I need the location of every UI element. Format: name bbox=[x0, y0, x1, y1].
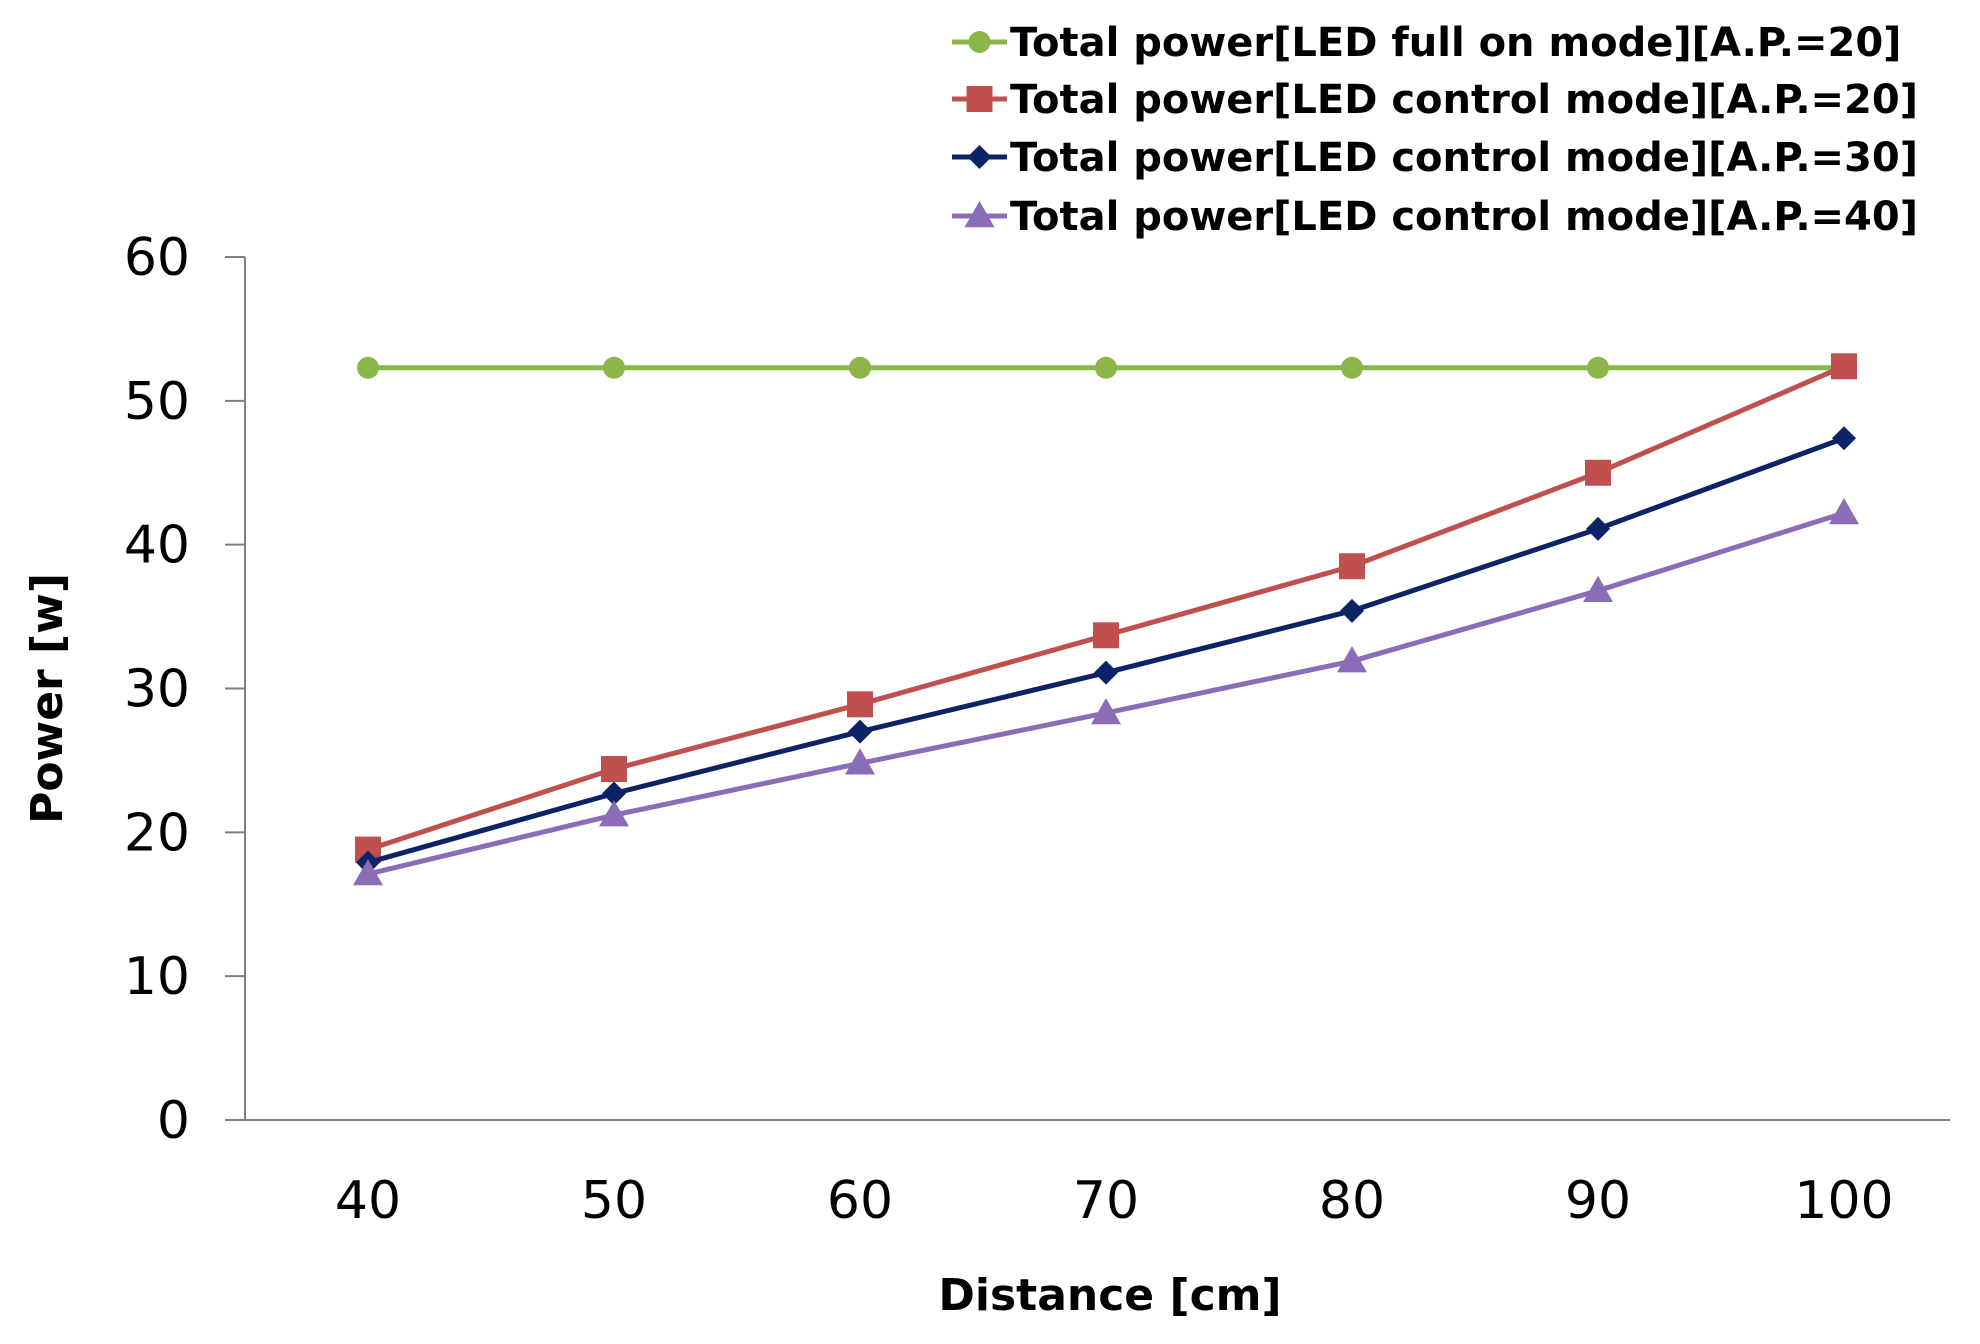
series-3 bbox=[356, 426, 1856, 875]
data-point bbox=[1829, 498, 1859, 525]
legend-label: Total power[LED control mode][A.P.=20] bbox=[1010, 77, 1918, 123]
data-point bbox=[847, 691, 873, 718]
data-point bbox=[1095, 356, 1117, 379]
legend: Total power[LED full on mode][A.P.=20] To… bbox=[952, 20, 1918, 240]
x-tick-label: 70 bbox=[1073, 1171, 1139, 1231]
y-tick-label: 0 bbox=[157, 1091, 190, 1151]
x-axis-title: Distance [cm] bbox=[938, 1270, 1281, 1321]
data-point bbox=[1585, 459, 1611, 486]
y-tick-label: 60 bbox=[124, 228, 190, 288]
x-tick-label: 90 bbox=[1565, 1171, 1631, 1231]
y-tick-label: 30 bbox=[124, 660, 190, 720]
data-point bbox=[353, 859, 383, 886]
y-tick-label: 10 bbox=[124, 947, 190, 1007]
legend-marker bbox=[968, 31, 991, 53]
data-point bbox=[599, 800, 629, 827]
data-point bbox=[1340, 598, 1364, 623]
data-point bbox=[848, 719, 872, 744]
x-tick-label: 80 bbox=[1319, 1171, 1385, 1231]
data-point bbox=[1337, 646, 1367, 673]
data-point bbox=[1091, 697, 1121, 725]
legend-marker bbox=[966, 86, 993, 112]
x-tick-label: 40 bbox=[335, 1171, 401, 1231]
legend-label: Total power[LED control mode][A.P.=30] bbox=[1010, 135, 1918, 181]
series-line bbox=[367, 435, 1845, 865]
series-line bbox=[367, 510, 1845, 877]
legend-item: Total power[LED control mode][A.P.=20] bbox=[952, 77, 1918, 123]
x-tick-label: 50 bbox=[581, 1171, 647, 1231]
data-point bbox=[1832, 426, 1856, 451]
legend-label: Total power[LED full on mode][A.P.=20] bbox=[1010, 20, 1901, 66]
data-point bbox=[601, 756, 627, 783]
legend-item: Total power[LED control mode][A.P.=30] bbox=[952, 135, 1918, 181]
data-point bbox=[1583, 575, 1613, 602]
legend-item: Total power[LED full on mode][A.P.=20] bbox=[952, 20, 1901, 66]
series-1 bbox=[357, 356, 1855, 379]
data-point bbox=[1586, 516, 1610, 541]
data-point bbox=[1831, 353, 1857, 380]
data-point bbox=[1339, 553, 1365, 580]
data-point bbox=[357, 356, 379, 379]
series-4 bbox=[353, 498, 1859, 886]
x-tick-label: 100 bbox=[1794, 1171, 1893, 1231]
data-point bbox=[603, 356, 625, 379]
x-tick-label: 60 bbox=[827, 1171, 893, 1231]
series-2 bbox=[355, 353, 1857, 863]
tick-labels: 0 10 20 30 40 50 60 40 50 60 70 80 90 100 bbox=[124, 228, 1894, 1231]
legend-marker bbox=[967, 145, 992, 169]
y-tick-label: 50 bbox=[124, 372, 190, 432]
data-point bbox=[1094, 660, 1118, 685]
data-point bbox=[1341, 356, 1363, 379]
legend-label: Total power[LED control mode][A.P.=40] bbox=[1010, 194, 1918, 240]
legend-item: Total power[LED control mode][A.P.=40] bbox=[952, 194, 1918, 240]
y-tick-label: 40 bbox=[124, 516, 190, 576]
data-point bbox=[849, 356, 871, 379]
series-line bbox=[367, 364, 1845, 852]
y-axis-title: Power [w] bbox=[22, 573, 73, 824]
y-tick-label: 20 bbox=[124, 803, 190, 863]
data-point bbox=[1093, 622, 1119, 649]
series-group bbox=[353, 353, 1859, 886]
data-point bbox=[845, 748, 875, 775]
data-point bbox=[602, 781, 626, 806]
legend-marker bbox=[964, 201, 995, 228]
axes bbox=[225, 256, 1950, 1121]
data-point bbox=[1587, 356, 1609, 379]
